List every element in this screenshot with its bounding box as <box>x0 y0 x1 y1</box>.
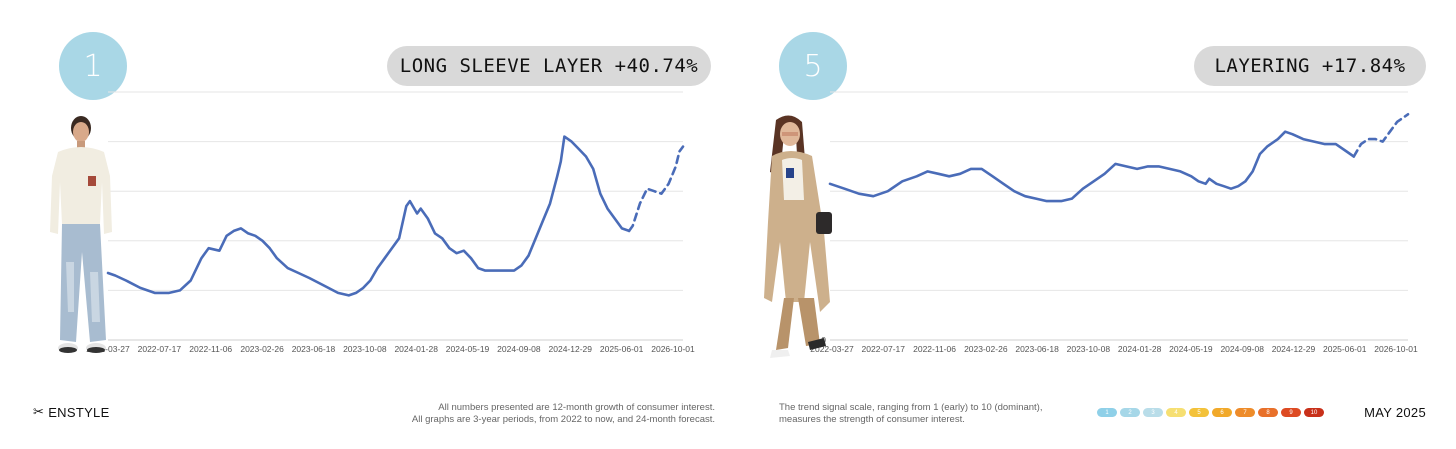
x-tick-label: 2022-03-27 <box>810 344 854 354</box>
forecast-line <box>627 145 685 233</box>
scale-note: The trend signal scale, ranging from 1 (… <box>779 402 1043 425</box>
x-tick-label: 2022-07-17 <box>138 344 182 354</box>
rank-badge: 5 <box>779 32 847 100</box>
report-date: MAY 2025 <box>1364 405 1426 420</box>
trend-line <box>828 130 1356 203</box>
x-tick-label: 2023-06-18 <box>292 344 336 354</box>
x-tick-label: 2026-10-01 <box>1374 344 1418 354</box>
x-tick-label: 2022-03-27 <box>86 344 130 354</box>
forecast-line <box>1352 113 1410 158</box>
methodology-note-line-1: All numbers presented are 12-month growt… <box>438 402 715 413</box>
trend-signal-scale: 1 2 3 4 5 6 7 8 9 10 <box>1097 408 1324 417</box>
x-tick-label: 2024-01-28 <box>394 344 438 354</box>
scale-chip-2: 2 <box>1120 408 1140 417</box>
brand-name: ENSTYLE <box>48 405 110 420</box>
x-tick-label: 2023-02-26 <box>964 344 1008 354</box>
scale-note-line-1: The trend signal scale, ranging from 1 (… <box>779 402 1043 413</box>
x-tick-label: 2022-07-17 <box>862 344 906 354</box>
scale-note-line-2: measures the strength of consumer intere… <box>779 413 965 425</box>
trend-title-pill: LONG SLEEVE LAYER +40.74% <box>387 46 711 86</box>
x-tick-label: 2026-10-01 <box>651 344 695 354</box>
trend-line <box>106 135 631 297</box>
model-photo-layering <box>764 115 832 358</box>
x-tick-label: 2024-05-19 <box>446 344 490 354</box>
scale-chip-10: 10 <box>1304 408 1324 417</box>
rank-badge: 1 <box>59 32 127 100</box>
trend-line-chart: 2022-03-27 2022-07-17 2022-11-06 2023-02-26… <box>86 91 695 354</box>
x-tick-label: 2023-10-08 <box>343 344 387 354</box>
trend-panel-layering: 5 LAYERING +17.84% 02022-03-272022-07-17… <box>728 0 1456 380</box>
x-tick-label: 2024-12-29 <box>1272 344 1316 354</box>
scale-chip-9: 9 <box>1281 408 1301 417</box>
x-tick-label: 2023-02-26 <box>240 344 284 354</box>
scale-chip-6: 6 <box>1212 408 1232 417</box>
scale-chip-4: 4 <box>1166 408 1186 417</box>
scissors-icon: ✂ <box>33 405 45 420</box>
x-tick-label: 2025-06-01 <box>600 344 644 354</box>
methodology-note: All numbers presented are 12-month growt… <box>412 402 715 425</box>
scale-chip-7: 7 <box>1235 408 1255 417</box>
x-tick-label: 2023-10-08 <box>1067 344 1111 354</box>
trend-line-chart: 02022-03-272022-07-172022-11-062023-02-2… <box>810 91 1418 354</box>
trend-panel-long-sleeve-layer: 1 LONG SLEEVE LAYER +40.74% 2022-03-27 20… <box>0 0 728 380</box>
x-tick-label: 2024-12-29 <box>549 344 593 354</box>
scale-chip-1: 1 <box>1097 408 1117 417</box>
model-photo-long-sleeve <box>50 116 112 353</box>
x-tick-label: 2024-01-28 <box>1118 344 1162 354</box>
trend-title-pill: LAYERING +17.84% <box>1194 46 1426 86</box>
scale-chip-8: 8 <box>1258 408 1278 417</box>
x-tick-label: 2025-06-01 <box>1323 344 1367 354</box>
x-tick-label: 2023-06-18 <box>1015 344 1059 354</box>
x-tick-label: 2022-11-06 <box>189 344 232 354</box>
x-tick-label: 2024-09-08 <box>497 344 541 354</box>
scale-chip-5: 5 <box>1189 408 1209 417</box>
scale-chip-3: 3 <box>1143 408 1163 417</box>
methodology-note-line-2: All graphs are 3-year periods, from 2022… <box>411 413 715 425</box>
x-tick-label: 2024-05-19 <box>1169 344 1213 354</box>
brand-logo: ✂ ENSTYLE <box>33 405 110 420</box>
x-tick-label: 2022-11-06 <box>913 344 956 354</box>
x-tick-label: 2024-09-08 <box>1220 344 1264 354</box>
